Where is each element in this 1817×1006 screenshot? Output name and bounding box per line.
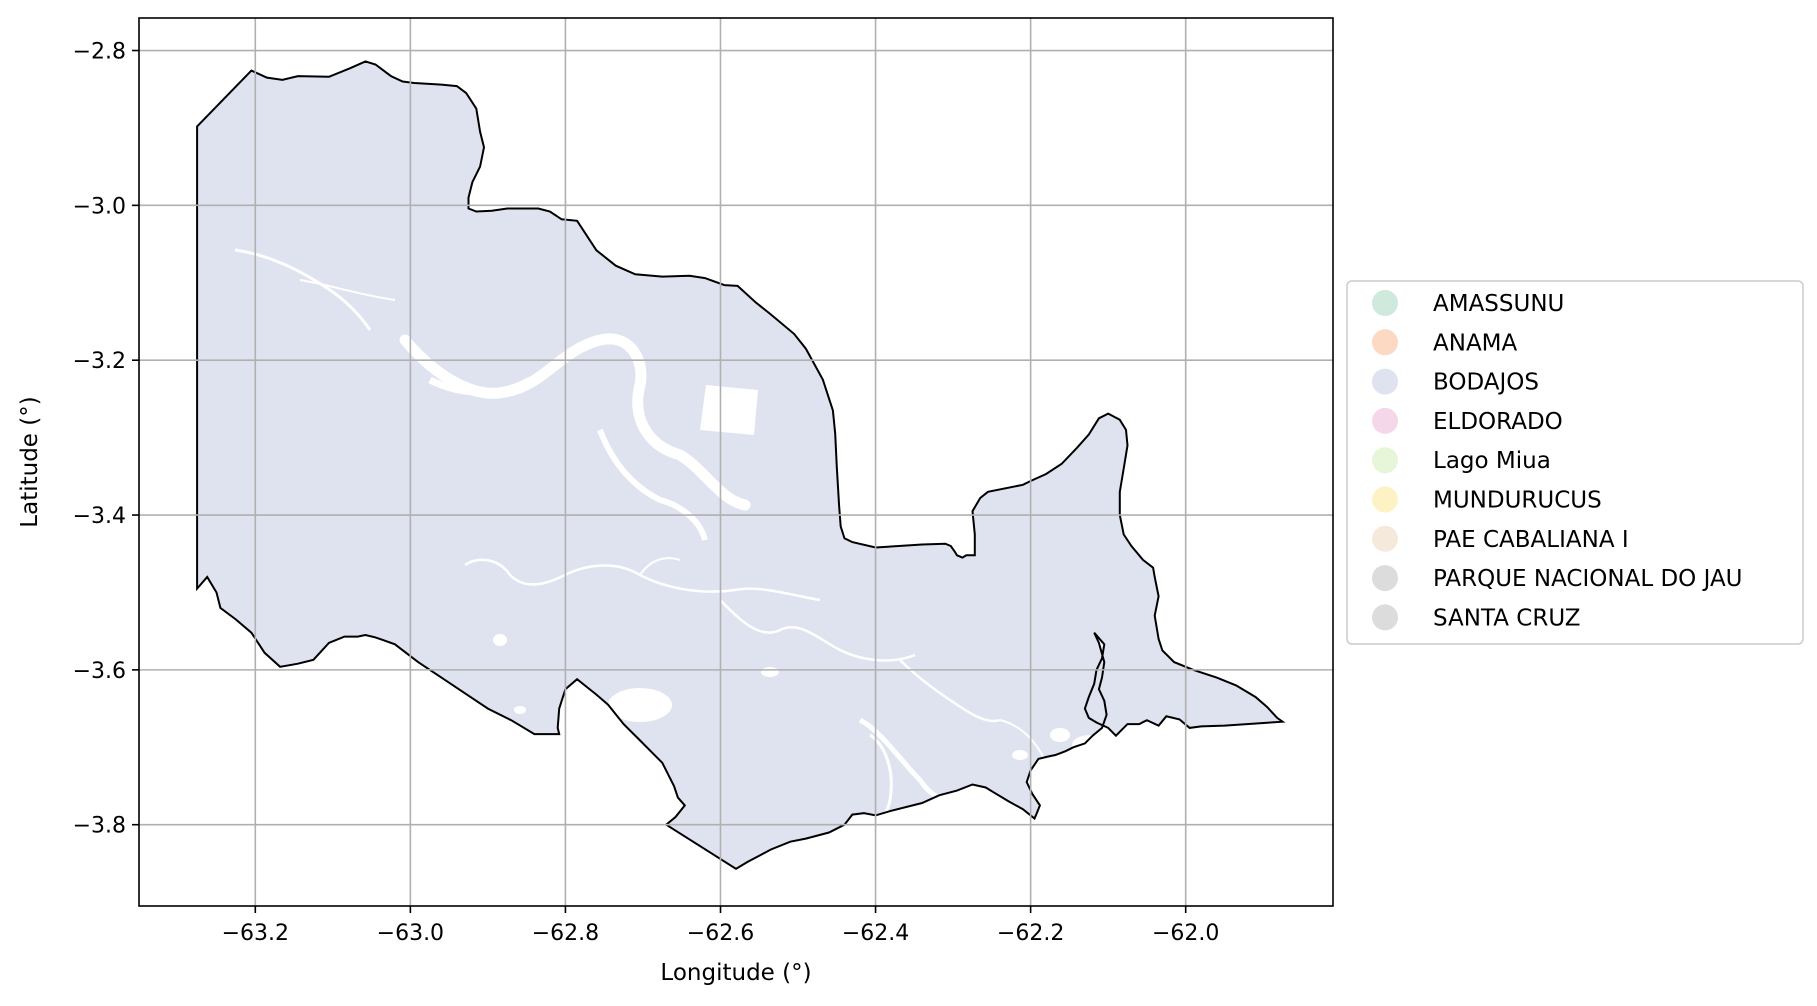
y-tick-label: −3.4 (73, 504, 126, 529)
grid-lines (139, 18, 1333, 906)
legend-marker (1372, 604, 1398, 631)
legend-marker (1372, 407, 1398, 434)
legend-label: PARQUE NACIONAL DO JAU (1433, 566, 1743, 592)
x-tick-label: −62.2 (997, 921, 1064, 946)
x-tick-label: −62.0 (1152, 921, 1219, 946)
legend-item: MUNDURUCUS (1372, 486, 1602, 514)
x-tick-label: −63.2 (222, 921, 289, 946)
legend-item: BODAJOS (1372, 368, 1539, 396)
x-tick-label: −62.6 (687, 921, 754, 946)
legend-label: ANAMA (1433, 330, 1518, 356)
legend-item: AMASSUNU (1372, 290, 1564, 317)
y-tick-label: −3.2 (73, 349, 126, 374)
legend-item: Lago Miua (1372, 447, 1551, 474)
legend-label: BODAJOS (1433, 370, 1539, 396)
region-outline (196, 60, 1286, 870)
legend-marker (1372, 447, 1398, 474)
y-tick-label: −2.8 (73, 40, 126, 65)
legend-label: SANTA CRUZ (1433, 605, 1581, 631)
legend-label: Lago Miua (1433, 448, 1551, 474)
legend-marker (1372, 525, 1398, 552)
y-tick-label: −3.6 (73, 659, 126, 684)
y-axis-title: Latitude (°) (17, 396, 43, 527)
legend-box (1346, 280, 1804, 645)
legend: AMASSUNU ANAMA BODAJOS ELDORADO Lago Miua MUN… (1346, 280, 1804, 645)
legend-marker (1372, 486, 1398, 513)
legend-marker (1372, 290, 1398, 316)
legend-item: ANAMA (1372, 329, 1518, 356)
x-axis-title: Longitude (°) (660, 960, 811, 986)
legend-item: SANTA CRUZ (1372, 604, 1581, 631)
legend-item: PARQUE NACIONAL DO JAU (1372, 565, 1743, 592)
y-tick-label: −3.8 (73, 814, 126, 839)
legend-label: ELDORADO (1433, 409, 1563, 435)
legend-label: MUNDURUCUS (1433, 488, 1602, 514)
x-tick-label: −63.0 (377, 921, 444, 946)
y-tick-label: −3.0 (73, 194, 126, 219)
legend-label: PAE CABALIANA I (1433, 527, 1629, 553)
x-tick-label: −62.8 (532, 921, 599, 946)
x-tick-label: −62.4 (842, 921, 909, 946)
legend-item: ELDORADO (1372, 407, 1563, 435)
y-axis: −2.8 −3.0 −3.2 −3.4 −3.6 −3.8 (73, 40, 139, 839)
legend-marker (1372, 565, 1398, 592)
region-polygon-bodajos (197, 61, 1283, 869)
legend-marker (1372, 329, 1398, 356)
legend-item: PAE CABALIANA I (1372, 525, 1629, 553)
legend-marker (1372, 368, 1398, 395)
legend-label: AMASSUNU (1433, 291, 1564, 317)
axes-frame (138, 17, 1334, 907)
x-axis: −63.2 −63.0 −62.8 −62.6 −62.4 −62.2 −62.0 (222, 906, 1219, 946)
